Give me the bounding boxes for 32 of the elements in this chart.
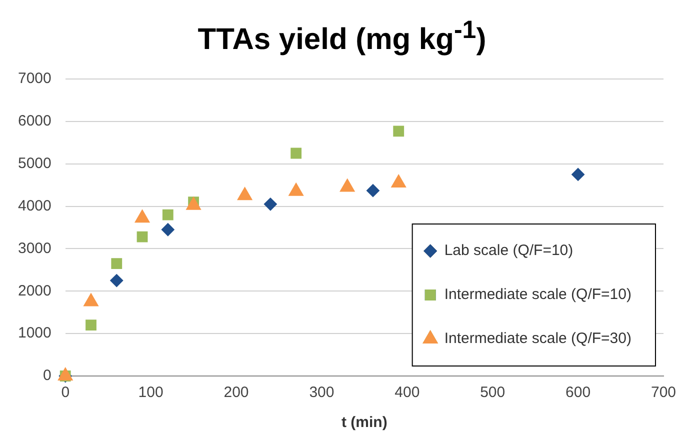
y-tick-label: 7000 [18, 70, 52, 88]
x-tick-label: 500 [480, 384, 506, 402]
x-tick-label: 300 [309, 384, 334, 402]
x-tick-label: 400 [394, 384, 420, 402]
point [161, 223, 174, 236]
x-tick-label: 200 [224, 384, 249, 402]
point [366, 184, 380, 198]
point [136, 231, 148, 242]
x-tick-label: 600 [566, 384, 591, 402]
x-axis-title: t (min) [342, 414, 388, 432]
y-tick-label: 5000 [18, 155, 52, 172]
chart-title: TTAs yield (mg kg$^{-1}$) [196, 15, 488, 56]
point [572, 168, 585, 181]
y-tick-label: 6000 [18, 112, 52, 130]
x-tick-label: 0 [61, 384, 70, 402]
y-tick-label: 3000 [18, 240, 52, 257]
y-tick-label: 1000 [18, 324, 52, 342]
point [290, 148, 302, 159]
y-tick-label: 2000 [18, 282, 52, 300]
legend-label: Intermediate scale (Q/F=30) [444, 330, 632, 348]
x-tick-label: 100 [138, 384, 164, 402]
point [110, 274, 124, 288]
point [393, 126, 404, 137]
legend-label: Intermediate scale (Q/F=10) [444, 286, 632, 304]
y-tick-label: 0 [43, 367, 52, 384]
point [264, 198, 277, 211]
point [162, 209, 174, 220]
y-tick-label: 4000 [18, 197, 52, 214]
point [86, 320, 96, 331]
point [111, 258, 122, 270]
x-tick-label: 700 [650, 384, 676, 402]
legend-label: Lab scale (Q/F=10) [444, 242, 574, 260]
